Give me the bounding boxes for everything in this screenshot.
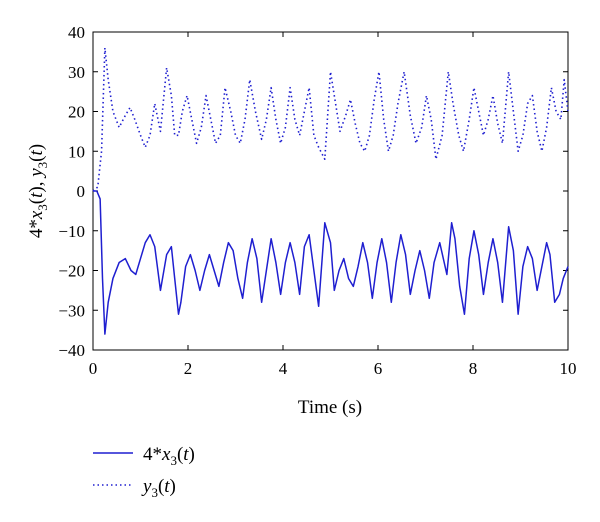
x-tick-label: 6 (374, 359, 383, 378)
series-layer (92, 47, 569, 335)
x-tick-label: 10 (560, 359, 577, 378)
series-line-x3 (93, 190, 569, 335)
y-axis-label: 4*x3(t), y3(t) (26, 144, 50, 238)
legend-label-x3: 4*x3(t) (143, 444, 195, 468)
plot-frame (92, 31, 569, 351)
x-tick-label: 0 (89, 359, 98, 378)
y-tick-label: 40 (68, 23, 85, 42)
x-tick-label: 8 (469, 359, 478, 378)
y-tick-label: 20 (68, 103, 85, 122)
x-axis-label: Time (s) (298, 397, 362, 418)
y-tick-label: 10 (68, 142, 85, 161)
y-tick-label: 30 (68, 63, 85, 82)
x-tick-label: 2 (184, 359, 193, 378)
ticks: 0 2 4 6 8 10 40 30 20 10 0 −10 −20 −30 −40 (58, 23, 576, 378)
y-tick-label: −30 (58, 301, 85, 320)
series-line-y3 (92, 47, 569, 192)
legend: 4*x3(t) y3(t) (93, 444, 195, 500)
y-tick-label: −40 (58, 341, 85, 360)
x-tick-label: 4 (279, 359, 288, 378)
y-tick-label: −10 (58, 222, 85, 241)
y-tick-label: −20 (58, 262, 85, 281)
legend-label-y3: y3(t) (141, 476, 176, 500)
y-tick-label: 0 (77, 182, 86, 201)
plot-area (92, 31, 569, 351)
